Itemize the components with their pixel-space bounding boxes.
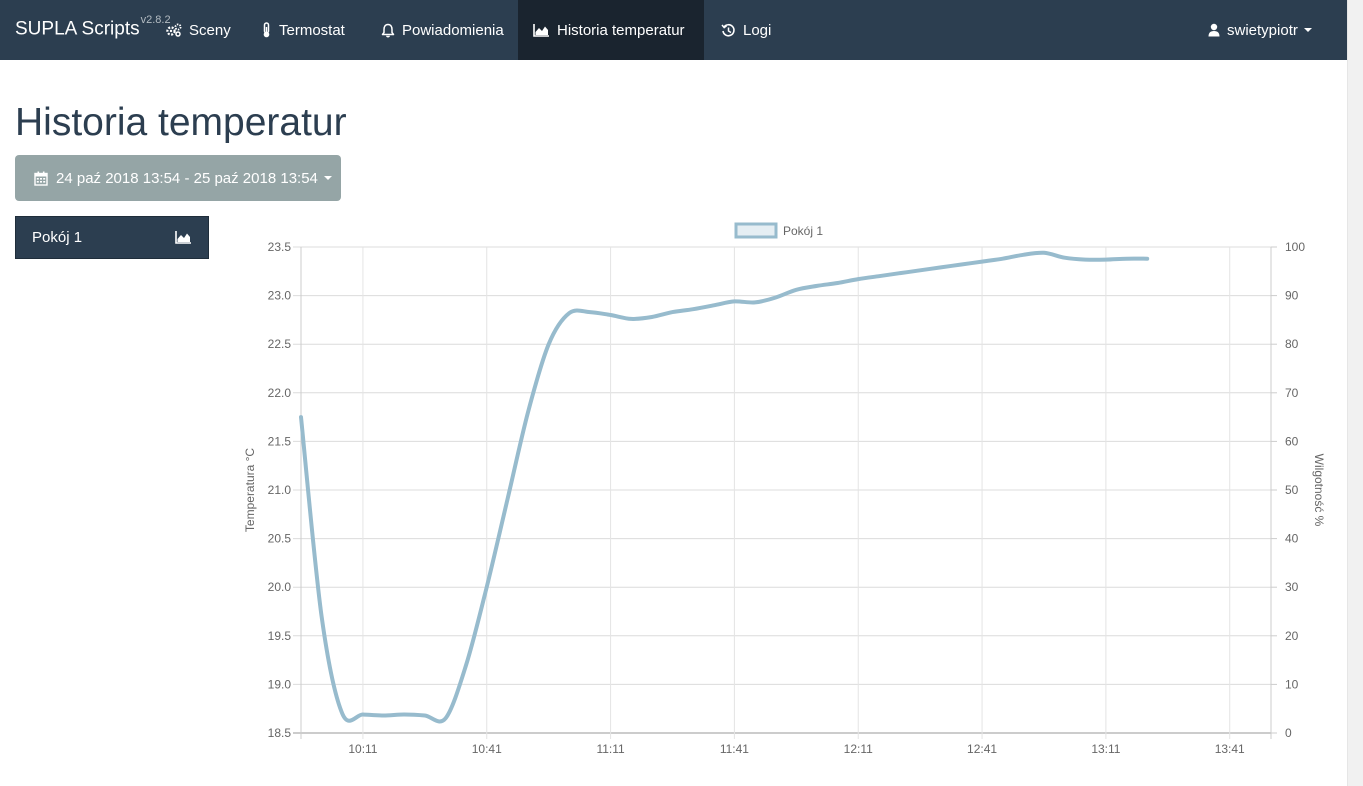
gears-icon	[166, 23, 182, 37]
nav-item-label: Termostat	[279, 21, 345, 39]
y-left-tick-label: 21.0	[268, 483, 292, 497]
series-line-pokoj-1	[299, 250, 1150, 724]
brand-link[interactable]: SUPLA Scriptsv2.8.2	[15, 14, 171, 40]
user-icon	[1208, 23, 1220, 37]
brand-name: SUPLA Scripts	[15, 18, 140, 40]
y-right-tick-label: 40	[1285, 532, 1299, 546]
area-chart-icon	[533, 24, 549, 37]
calendar-icon	[34, 171, 48, 186]
y-right-tick-label: 20	[1285, 629, 1299, 643]
y-left-tick-label: 18.5	[268, 726, 292, 740]
area-chart-icon	[175, 231, 191, 244]
sidebar-item-pokoj-1[interactable]: Pokój 1	[15, 216, 209, 259]
nav-item-historia-temperatur[interactable]: Historia temperatur	[518, 0, 704, 60]
temperature-chart: 23.5 23.0 22.5 22.0 21.5 21.0 20.5 20.0 19.5 19.0…	[230, 215, 1347, 755]
y-right-tick-label: 90	[1285, 289, 1299, 303]
y-left-axis-title: Temperatura °C	[243, 448, 257, 532]
y-right-tick-label: 10	[1285, 677, 1299, 691]
y-right-axis-title: Wilgotność %	[1312, 454, 1326, 527]
legend-label: Pokój 1	[783, 224, 823, 238]
y-left-tick-label: 22.0	[268, 386, 292, 400]
nav-item-sceny[interactable]: Sceny	[150, 0, 246, 60]
nav-item-label: Logi	[743, 21, 772, 39]
y-left-tick-label: 23.0	[268, 289, 292, 303]
y-right-tick-label: 30	[1285, 580, 1299, 594]
y-left-tick-label: 20.5	[268, 532, 292, 546]
y-right-tick-label: 80	[1285, 337, 1299, 351]
date-range-label: 24 paź 2018 13:54 - 25 paź 2018 13:54	[56, 169, 318, 187]
x-tick-label: 11:11	[596, 742, 625, 755]
nav-item-logi[interactable]: Logi	[706, 0, 786, 60]
nav-item-label: Historia temperatur	[557, 21, 685, 39]
nav-item-termostat[interactable]: Termostat	[246, 0, 360, 60]
x-tick-label: 12:11	[844, 742, 873, 755]
x-tick-label: 10:11	[348, 742, 377, 755]
y-right-tick-label: 60	[1285, 434, 1299, 448]
y-right-tick-label: 50	[1285, 483, 1299, 497]
page-title: Historia temperatur	[15, 101, 347, 144]
y-right-tick-label: 70	[1285, 386, 1299, 400]
sidebar-item-label: Pokój 1	[32, 229, 83, 246]
history-icon	[721, 23, 735, 37]
x-tick-label: 12:41	[967, 742, 997, 755]
y-left-tick-label: 21.5	[268, 434, 292, 448]
y-left-tick-label: 20.0	[268, 580, 292, 594]
user-menu-dropdown[interactable]: swietypiotr	[1193, 0, 1327, 60]
y-left-tick-label: 22.5	[268, 337, 292, 351]
chevron-down-icon	[1303, 28, 1312, 32]
thermometer-icon	[263, 22, 270, 38]
chevron-down-icon	[323, 176, 332, 180]
user-name: swietypiotr	[1227, 21, 1298, 39]
y-left-tick-label: 19.0	[268, 677, 292, 691]
chart-canvas: 23.5 23.0 22.5 22.0 21.5 21.0 20.5 20.0 19.5 19.0…	[243, 222, 1326, 755]
version-label: v2.8.2	[140, 14, 171, 26]
x-tick-label: 11:41	[720, 742, 749, 755]
nav-item-label: Powiadomienia	[402, 21, 504, 39]
bell-icon	[381, 23, 395, 37]
legend-swatch	[734, 222, 778, 239]
nav-item-label: Sceny	[189, 21, 231, 39]
top-navbar: SUPLA Scriptsv2.8.2 Sceny Termostat Powi…	[0, 0, 1347, 60]
x-tick-label: 13:41	[1215, 742, 1245, 755]
y-left-tick-label: 19.5	[268, 629, 292, 643]
date-range-button[interactable]: 24 paź 2018 13:54 - 25 paź 2018 13:54	[15, 155, 341, 201]
y-left-tick-label: 23.5	[268, 240, 292, 254]
y-right-tick-label: 0	[1285, 726, 1292, 740]
x-tick-label: 10:41	[472, 742, 502, 755]
x-tick-label: 13:11	[1091, 742, 1120, 755]
nav-item-powiadomienia[interactable]: Powiadomienia	[366, 0, 519, 60]
y-right-tick-label: 100	[1285, 240, 1305, 254]
page-scrollbar[interactable]	[1347, 0, 1363, 786]
